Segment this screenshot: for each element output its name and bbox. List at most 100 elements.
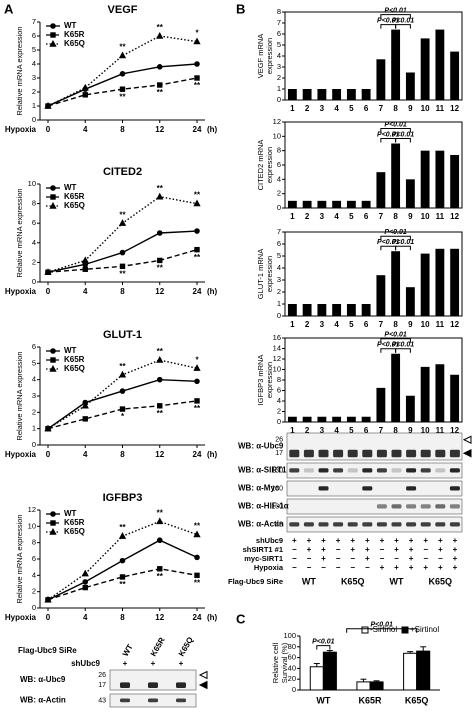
y-tick-label: 4 (277, 174, 281, 183)
significance: ** (119, 43, 126, 52)
y-axis-label: expression (265, 38, 274, 74)
significance: ** (119, 210, 126, 219)
x-axis-unit: (h) (207, 125, 218, 134)
x-tick-label: 1 (290, 212, 295, 221)
y-tick-label: 10 (28, 179, 36, 188)
bar (361, 304, 371, 316)
marker (82, 584, 88, 591)
bar (420, 366, 430, 422)
bar (302, 89, 312, 100)
band (362, 522, 373, 527)
mw-marker: 43 (98, 697, 106, 704)
significance: ** (157, 88, 164, 97)
y-tick-label: 100 (283, 631, 296, 640)
x-tick-label: 4 (334, 320, 339, 329)
bar (416, 650, 431, 691)
y-tick-label: 2 (32, 87, 36, 96)
band (435, 468, 446, 473)
x-axis-label: Hypoxia (5, 613, 37, 622)
bracket-label: P<0.01 (392, 131, 414, 138)
x-axis-unit: (h) (207, 287, 218, 296)
panel-label: B (236, 1, 245, 16)
treatment-mark: + (365, 545, 370, 554)
significance: ** (194, 81, 201, 90)
y-tick-label: 16 (273, 333, 281, 342)
treatment-mark: + (409, 545, 414, 554)
band (449, 449, 460, 458)
x-tick-label: 8 (393, 320, 398, 329)
treatment-mark: + (409, 563, 414, 572)
line (47, 568, 198, 601)
x-axis-label: Hypoxia (5, 287, 37, 296)
band (435, 504, 446, 509)
bar (346, 200, 356, 208)
band (303, 522, 314, 527)
bar (346, 304, 356, 316)
y-tick-label: 40 (288, 663, 296, 672)
bar (317, 89, 327, 100)
x-tick-label: 10 (421, 426, 430, 435)
marker (157, 566, 163, 572)
x-tick-label: 24 (193, 287, 202, 296)
band (406, 504, 417, 509)
treatment-mark: − (321, 563, 326, 572)
bar (450, 248, 460, 316)
band (362, 449, 373, 458)
bracket-label: P<0.01 (384, 229, 406, 236)
x-tick-label: 4 (83, 450, 88, 459)
marker (194, 398, 200, 404)
band (376, 522, 387, 527)
bar (346, 89, 356, 100)
legend-label: +Sirtinol (410, 625, 439, 634)
mw-marker: 26 (275, 437, 283, 444)
bar (420, 150, 430, 208)
arrowhead (462, 435, 472, 445)
treatment-mark: + (179, 659, 184, 668)
treatment-mark: − (394, 554, 399, 563)
y-tick-label: 6 (277, 29, 281, 38)
band (391, 449, 402, 458)
blot-label: WB: α-Myc (238, 484, 280, 493)
arrowhead (198, 680, 208, 690)
treatment-mark: + (394, 545, 399, 554)
x-tick-label: 3 (320, 426, 325, 435)
lane-label: WT (121, 643, 135, 658)
significance: ** (157, 347, 164, 356)
legend-label: WT (64, 183, 77, 192)
treatment-mark: + (423, 536, 428, 545)
group-label: WT (390, 576, 404, 586)
y-tick-label: 8 (277, 375, 281, 384)
bracket-label: P<0.01 (377, 131, 399, 138)
band (406, 449, 417, 458)
marker (194, 378, 200, 385)
bracket-label: P<0.01 (384, 332, 406, 339)
legend-label: K65R (64, 192, 85, 201)
blot-label: WB: α-SIRT1 (238, 466, 287, 475)
marker (82, 266, 88, 272)
significance: ** (194, 253, 201, 262)
bracket (346, 628, 418, 633)
bar (435, 364, 445, 422)
treatment-mark: − (350, 554, 355, 563)
bracket-label: P<0.01 (392, 17, 414, 24)
marker (119, 263, 126, 270)
marker (82, 416, 88, 422)
x-tick-label: 5 (349, 320, 354, 329)
blot-header: Flag-Ubc9 SiRe (228, 577, 283, 586)
line (47, 539, 198, 601)
x-tick-label: 0 (46, 287, 51, 296)
band (289, 522, 300, 527)
group-label: WT (302, 576, 316, 586)
bar (356, 681, 371, 691)
treatment-mark: − (336, 554, 341, 563)
bracket (395, 245, 411, 251)
x-tick-label: 4 (334, 212, 339, 221)
x-tick-label: 6 (364, 212, 369, 221)
band (406, 468, 417, 473)
legend-label: WT (64, 21, 77, 30)
x-tick-label: 7 (379, 426, 384, 435)
band (449, 504, 460, 509)
marker (119, 557, 126, 564)
marker (118, 219, 127, 226)
